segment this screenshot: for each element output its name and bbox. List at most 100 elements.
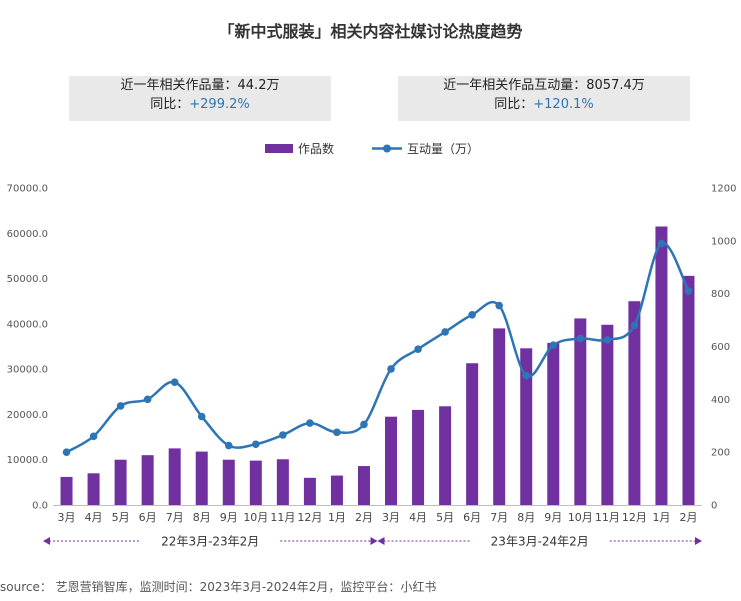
legend-bar-label: 作品数: [298, 141, 334, 156]
x-tick-label: 10月: [243, 511, 268, 524]
x-tick-label: 8月: [193, 511, 211, 524]
y-right-tick-label: 1200: [711, 184, 736, 195]
y-right-tick-label: 1000: [711, 236, 736, 247]
x-tick-label: 3月: [382, 511, 400, 524]
x-tick-label: 12月: [297, 511, 322, 524]
bar: [303, 477, 316, 505]
x-tick-label: 11月: [595, 511, 620, 524]
bar: [655, 226, 668, 505]
line-point: [630, 321, 639, 330]
line-point: [333, 428, 341, 437]
bar: [114, 459, 127, 505]
x-tick-label: 9月: [220, 511, 238, 524]
x-tick-label: 4月: [85, 511, 103, 524]
line-point: [224, 441, 233, 450]
x-tick-label: 7月: [490, 511, 508, 524]
bar: [601, 324, 614, 505]
period-arrow-right: [370, 537, 378, 545]
x-tick-label: 1月: [328, 511, 346, 524]
kpi-box-interactions: 近一年相关作品互动量：8057.4万 同比：+120.1%: [398, 76, 690, 121]
period-label: 23年3月-24年2月: [491, 535, 589, 549]
x-tick-label: 7月: [166, 511, 184, 524]
bar: [141, 455, 154, 505]
line-point: [441, 328, 449, 336]
x-tick-label: 6月: [139, 511, 157, 524]
bar: [330, 475, 343, 505]
line-point: [576, 334, 585, 343]
x-tick-label: 8月: [517, 511, 535, 524]
bar: [547, 342, 560, 505]
kpi-works-yoy-label: 同比：: [150, 97, 190, 112]
kpi-box-works: 近一年相关作品量：44.2万 同比：+299.2%: [69, 76, 331, 121]
legend-line-marker: [383, 144, 391, 153]
bar: [87, 473, 100, 505]
x-tick-label: 1月: [652, 511, 670, 524]
line-point: [684, 287, 693, 295]
y-left-tick-label: 60000.0: [7, 229, 48, 240]
bar: [493, 328, 506, 505]
line-point: [197, 412, 206, 421]
line-point: [603, 336, 612, 344]
bar: [60, 476, 73, 505]
legend-line-label: 互动量（万）: [407, 142, 479, 156]
line-point: [360, 420, 368, 429]
y-right-tick-label: 800: [711, 289, 730, 300]
bar: [276, 459, 289, 505]
kpi-interactions-yoy-value: +120.1%: [533, 97, 594, 112]
line-point: [414, 345, 422, 353]
combo-chart: 作品数 互动量（万） 0.0 10000.0 20000.0 30000.0 40000.0…: [7, 141, 737, 549]
kpi-interactions-line: 近一年相关作品互动量：8057.4万: [443, 78, 645, 93]
x-tick-label: 10月: [568, 511, 593, 524]
line-point: [657, 239, 666, 248]
bar: [357, 466, 370, 505]
x-tick-label: 5月: [436, 511, 454, 524]
x-tick-label: 3月: [58, 511, 76, 524]
kpi-works-yoy-value: +299.2%: [189, 97, 250, 112]
line-point: [387, 365, 395, 373]
period-arrow-left: [377, 537, 385, 545]
y-left-tick-label: 70000.0: [7, 184, 48, 195]
bar: [466, 363, 479, 505]
line-point: [495, 301, 503, 310]
x-tick-label: 5月: [112, 511, 130, 524]
line-point: [252, 440, 260, 449]
line-point: [306, 419, 314, 427]
kpi-works-yoy: 同比：+299.2%: [69, 95, 331, 114]
y-left-tick-label: 20000.0: [7, 410, 48, 421]
bar: [222, 459, 235, 505]
source-note: source： 艺恩营销智库，监测时间：2023年3月-2024年2月，监控平台…: [0, 580, 437, 594]
kpi-interactions-yoy-label: 同比：: [494, 97, 534, 112]
x-tick-label: 4月: [409, 511, 427, 524]
period-label: 22年3月-23年2月: [161, 535, 259, 549]
y-left-tick-label: 10000.0: [7, 455, 48, 466]
y-left-tick-label: 50000.0: [7, 274, 48, 285]
bar: [574, 318, 587, 505]
x-tick-label: 11月: [270, 511, 295, 524]
kpi-interactions-yoy: 同比：+120.1%: [398, 95, 690, 114]
y-right-tick-label: 400: [711, 395, 730, 406]
x-tick-label: 6月: [463, 511, 481, 524]
bar: [628, 301, 641, 505]
x-tick-label: 2月: [355, 511, 373, 524]
line-point: [89, 432, 98, 441]
bar: [249, 460, 262, 505]
line-point: [62, 448, 71, 456]
line-point: [468, 311, 476, 319]
interaction-line: [65, 242, 690, 454]
legend-bar-swatch: [265, 144, 293, 153]
bar: [195, 451, 208, 505]
x-tick-label: 12月: [622, 511, 647, 524]
line-point: [549, 341, 558, 349]
y-left-tick-label: 30000.0: [7, 365, 48, 376]
bar: [385, 416, 398, 505]
line-point: [522, 371, 531, 380]
kpi-works-line: 近一年相关作品量：44.2万: [120, 78, 280, 93]
bar: [168, 448, 181, 505]
bar: [682, 275, 695, 505]
y-right-tick-label: 0: [711, 501, 717, 512]
line-point: [116, 402, 125, 410]
chart-title: 「新中式服装」相关内容社媒讨论热度趋势: [218, 22, 523, 41]
line-point: [170, 378, 179, 386]
bar: [412, 409, 425, 505]
x-tick-label: 9月: [544, 511, 562, 524]
